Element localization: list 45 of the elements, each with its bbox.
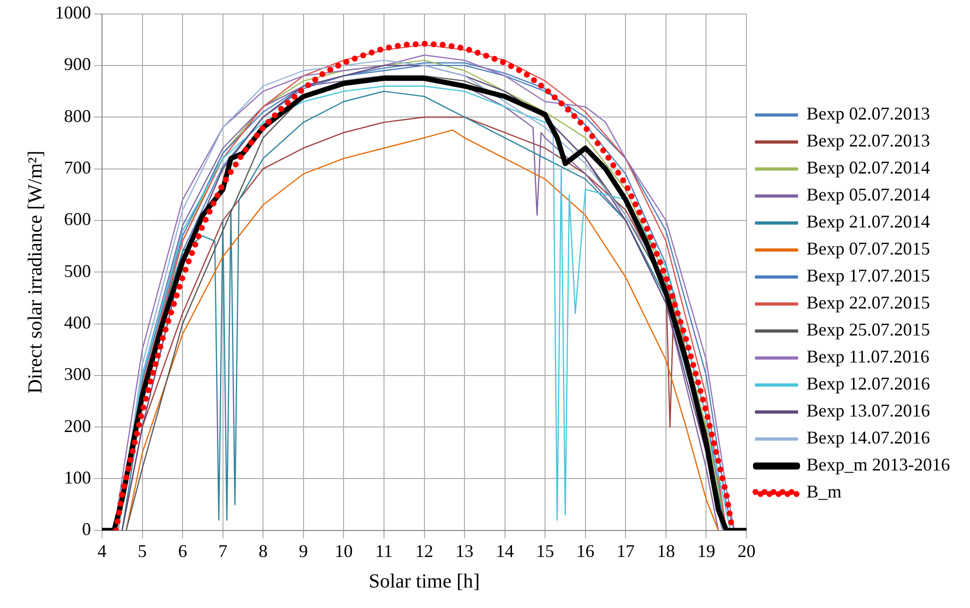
x-tick-label: 4	[98, 540, 106, 561]
x-tick-label: 20	[738, 540, 756, 561]
legend-label: Bexp 17.07.2015	[806, 266, 930, 286]
y-tick-label: 300	[64, 364, 91, 384]
y-tick-label: 1000	[55, 2, 91, 23]
legend-label: Bexp 21.07.2014	[806, 212, 930, 232]
x-tick-label: 14	[496, 540, 514, 561]
x-tick-label: 17	[616, 540, 635, 561]
x-tick-label: 5	[138, 540, 147, 561]
y-tick-label: 800	[64, 106, 91, 126]
y-tick-label: 400	[64, 312, 91, 332]
x-tick-label: 11	[375, 540, 393, 561]
x-tick-label: 8	[258, 540, 268, 561]
legend-label: Bexp 12.07.2016	[806, 374, 930, 394]
legend-label: B_m	[806, 482, 842, 502]
legend-label: Bexp 13.07.2016	[806, 400, 930, 421]
y-tick-label: 0	[82, 519, 91, 540]
y-tick-label: 500	[64, 260, 91, 281]
y-axis-title: Direct solar irradiance [W/m²]	[24, 150, 46, 394]
legend-label: Bexp 05.07.2014	[806, 184, 930, 205]
legend-label: Bexp 11.07.2016	[806, 346, 930, 367]
legend-label: Bexp_m 2013-2016	[806, 454, 950, 475]
x-tick-label: 18	[656, 540, 675, 561]
y-tick-label: 200	[64, 416, 91, 436]
y-tick-label: 700	[64, 158, 91, 178]
legend-label: Bexp 02.07.2013	[806, 104, 930, 124]
legend-label: Bexp 14.07.2016	[806, 428, 930, 448]
legend-label: Bexp 02.07.2014	[806, 158, 930, 178]
y-tick-label: 100	[64, 467, 91, 488]
x-tick-label: 9	[298, 540, 308, 561]
legend-label: Bexp 07.07.2015	[806, 238, 930, 259]
x-tick-label: 15	[536, 540, 554, 561]
legend-label: Bexp 25.07.2015	[806, 320, 930, 340]
legend-label: Bexp 22.07.2013	[806, 130, 930, 151]
y-tick-label: 600	[64, 209, 91, 230]
x-tick-label: 16	[576, 540, 594, 561]
x-tick-label: 7	[218, 540, 228, 561]
x-axis-title: Solar time [h]	[368, 570, 480, 592]
x-tick-label: 12	[415, 540, 434, 561]
x-tick-label: 19	[697, 540, 716, 561]
x-tick-label: 6	[178, 540, 188, 561]
y-tick-label: 900	[64, 54, 91, 74]
x-tick-label: 10	[334, 540, 353, 561]
x-tick-label: 13	[456, 540, 474, 561]
legend-label: Bexp 22.07.2015	[806, 292, 930, 313]
